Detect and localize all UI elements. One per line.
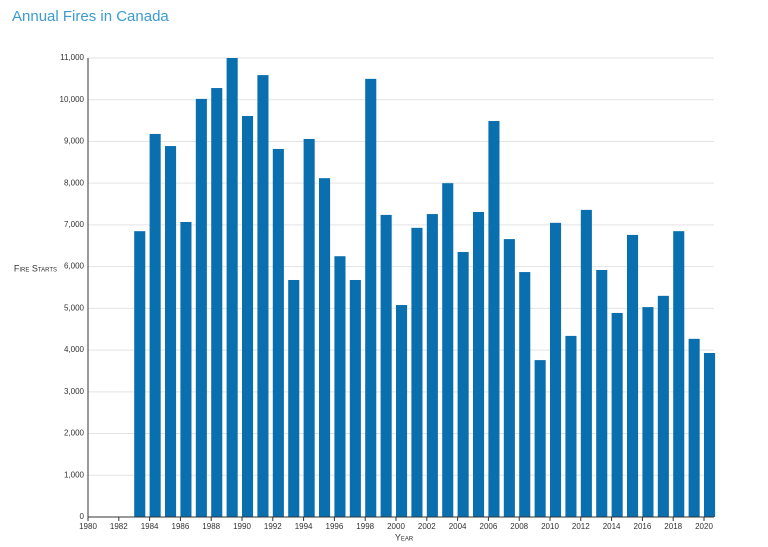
x-tick-label: 2000 [387, 522, 405, 531]
bar [611, 312, 623, 517]
bar [288, 279, 300, 517]
bar [380, 214, 392, 518]
x-tick-label: 1990 [233, 522, 251, 531]
bar [272, 148, 284, 517]
y-tick-label: 6,000 [64, 262, 85, 271]
x-tick-label: 2008 [510, 522, 528, 531]
x-tick-label: 2016 [634, 522, 652, 531]
bar [365, 78, 377, 517]
x-tick-label: 1994 [295, 522, 313, 531]
bar [226, 58, 238, 517]
bar [704, 353, 716, 517]
bar [673, 231, 685, 517]
x-tick-label: 1992 [264, 522, 282, 531]
bar [396, 305, 408, 517]
bar [519, 272, 531, 517]
x-tick-label: 1984 [141, 522, 159, 531]
y-tick-label: 1,000 [64, 470, 85, 479]
bar [457, 252, 469, 518]
bar [550, 222, 562, 517]
bar [180, 221, 192, 518]
x-tick-label: 1988 [202, 522, 220, 531]
x-tick-label: 2002 [418, 522, 436, 531]
x-tick-label: 1996 [326, 522, 344, 531]
bar [442, 183, 454, 517]
bar [473, 211, 485, 517]
bar [426, 214, 438, 517]
y-tick-label: 4,000 [64, 345, 85, 354]
x-tick-label: 2010 [541, 522, 559, 531]
x-tick-label: 2012 [572, 522, 590, 531]
bar [627, 234, 639, 517]
bar [534, 360, 546, 517]
bar [688, 338, 700, 517]
bar [165, 146, 177, 517]
bar [503, 239, 515, 517]
bar [134, 231, 146, 517]
bar [596, 269, 608, 517]
y-tick-label: 9,000 [64, 137, 85, 146]
bar [580, 209, 592, 517]
bar [242, 116, 254, 517]
x-tick-label: 1982 [110, 522, 128, 531]
chart-title: Annual Fires in Canada [12, 8, 169, 25]
y-tick-label: 7,000 [64, 220, 85, 229]
bar [303, 138, 315, 517]
y-axis-label: Fire Starts [14, 263, 57, 273]
y-tick-label: 0 [80, 512, 85, 521]
x-tick-label: 2020 [695, 522, 713, 531]
x-tick-label: 2004 [449, 522, 467, 531]
bar [565, 335, 577, 517]
bar [211, 88, 223, 517]
y-tick-label: 10,000 [60, 95, 85, 104]
x-tick-label: 1998 [356, 522, 374, 531]
bar [642, 307, 654, 517]
x-axis-label: Year [395, 532, 414, 542]
x-tick-label: 2006 [480, 522, 498, 531]
bar [349, 279, 361, 517]
y-tick-label: 11,000 [60, 53, 84, 62]
x-tick-label: 2018 [664, 522, 682, 531]
x-tick-label: 1986 [172, 522, 190, 531]
bar [257, 75, 269, 517]
y-tick-label: 8,000 [64, 178, 85, 187]
bar [411, 227, 423, 517]
bar [149, 133, 161, 517]
bar [334, 256, 346, 517]
bar [195, 98, 207, 517]
bar [319, 178, 331, 517]
bar [488, 121, 500, 517]
y-tick-label: 3,000 [64, 387, 85, 396]
x-tick-label: 1980 [79, 522, 97, 531]
y-tick-label: 2,000 [64, 429, 85, 438]
x-tick-label: 2014 [603, 522, 621, 531]
y-tick-label: 5,000 [64, 303, 85, 312]
bar [657, 295, 669, 517]
